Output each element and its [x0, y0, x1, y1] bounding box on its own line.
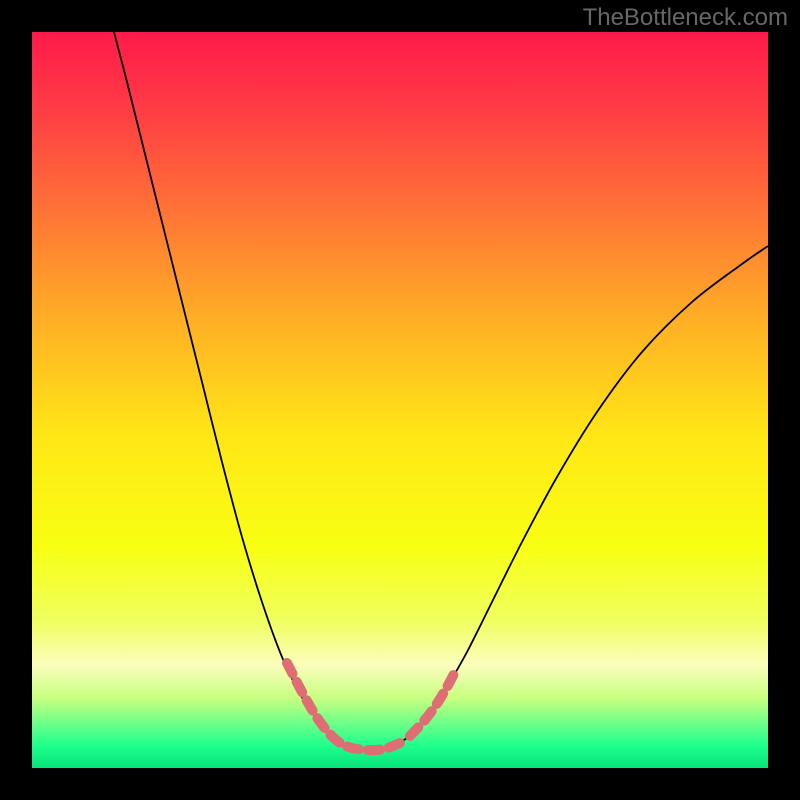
- chart-svg: [32, 32, 768, 768]
- accent-segment-0: [287, 663, 400, 750]
- accent-segments: [287, 663, 457, 750]
- chart-plot-area: [32, 32, 768, 768]
- accent-segment-1: [410, 668, 457, 736]
- bottleneck-curve: [114, 32, 768, 750]
- watermark-text: TheBottleneck.com: [583, 4, 788, 32]
